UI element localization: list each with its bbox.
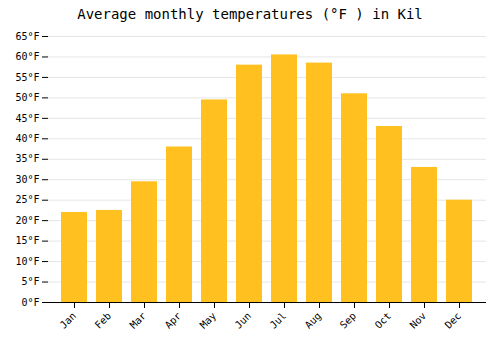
svg-text:May: May (198, 310, 219, 331)
svg-text:65°F: 65°F (15, 31, 39, 42)
svg-text:5°F: 5°F (21, 276, 39, 287)
svg-text:45°F: 45°F (15, 113, 39, 124)
svg-text:60°F: 60°F (15, 51, 39, 62)
svg-text:15°F: 15°F (15, 235, 39, 246)
html-text:Average monthly temperatures (: Average monthly temperatures (°F ) in Ki… (77, 6, 423, 22)
svg-text:55°F: 55°F (15, 72, 39, 83)
svg-text:50°F: 50°F (15, 92, 39, 103)
svg-text:Jul: Jul (268, 310, 289, 331)
svg-text:Feb: Feb (93, 310, 114, 331)
svg-text:10°F: 10°F (15, 256, 39, 267)
svg-text:30°F: 30°F (15, 174, 39, 185)
svg-text:35°F: 35°F (15, 153, 39, 164)
svg-text:20°F: 20°F (15, 215, 39, 226)
svg-text:0°F: 0°F (21, 297, 39, 308)
svg-text:Mar: Mar (128, 310, 149, 331)
svg-text:25°F: 25°F (15, 194, 39, 205)
svg-text:Oct: Oct (373, 310, 394, 331)
svg-text:Nov: Nov (408, 310, 429, 331)
svg-text:Dec: Dec (443, 310, 464, 331)
svg-text:40°F: 40°F (15, 133, 39, 144)
svg-text:Jan: Jan (58, 310, 79, 331)
svg-text:Aug: Aug (303, 310, 324, 331)
svg-text:Jun: Jun (233, 310, 254, 331)
svg-text:Sep: Sep (338, 310, 359, 331)
svg-text:Apr: Apr (163, 310, 184, 331)
